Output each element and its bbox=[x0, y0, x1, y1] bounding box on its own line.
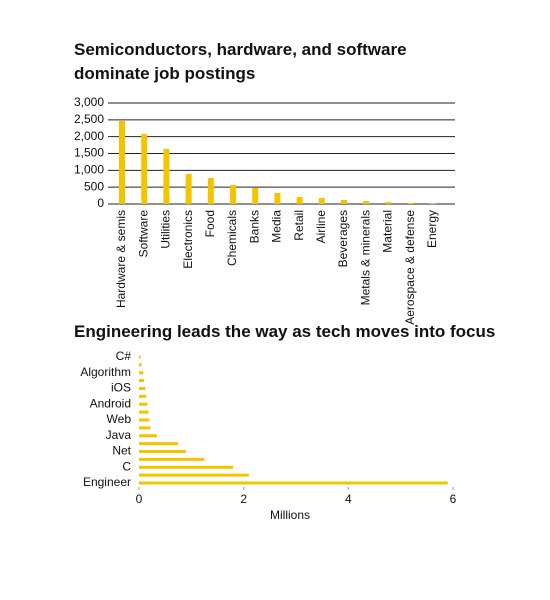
bar bbox=[274, 192, 281, 204]
bar bbox=[139, 363, 142, 367]
x-tick-label: Beverages bbox=[336, 210, 350, 267]
y-tick-label: 1,000 bbox=[74, 163, 104, 177]
x-tick-label: Chemicals bbox=[225, 210, 239, 266]
bar bbox=[139, 379, 145, 383]
bar bbox=[296, 196, 303, 204]
bar bbox=[230, 185, 236, 204]
bar bbox=[207, 178, 214, 204]
x-tick-label: Software bbox=[136, 210, 150, 258]
bar bbox=[139, 371, 144, 375]
bar bbox=[139, 410, 149, 414]
x-tick-label: Retail bbox=[292, 210, 306, 241]
chart-title: Engineering leads the way as tech moves … bbox=[74, 322, 496, 341]
bar bbox=[139, 402, 148, 406]
y-tick-label: Android bbox=[90, 396, 131, 410]
y-tick-label: 2,500 bbox=[74, 112, 104, 126]
x-tick-label: 2 bbox=[240, 492, 247, 506]
x-tick-label: Airline bbox=[314, 210, 328, 244]
bar bbox=[139, 394, 147, 398]
bar bbox=[407, 202, 414, 204]
x-tick-label: Aerospace & defense bbox=[403, 210, 417, 325]
y-tick-label: 1,500 bbox=[74, 146, 104, 160]
y-tick-label: 0 bbox=[97, 196, 104, 210]
bar bbox=[385, 202, 392, 204]
y-tick-label: iOS bbox=[111, 381, 131, 395]
x-tick-label: Hardware & semis bbox=[114, 210, 128, 308]
x-tick-label: Banks bbox=[247, 210, 261, 243]
y-tick-label: Algorithm bbox=[80, 365, 131, 379]
x-tick-label: Food bbox=[203, 210, 217, 237]
bar bbox=[341, 199, 347, 204]
bar bbox=[119, 121, 125, 204]
y-tick-label: Web bbox=[107, 412, 132, 426]
bar bbox=[139, 387, 146, 390]
x-tick-label: Utilities bbox=[159, 210, 173, 249]
y-tick-label: 3,000 bbox=[74, 95, 104, 109]
x-tick-label: 6 bbox=[450, 492, 457, 506]
bar bbox=[141, 133, 148, 204]
x-tick-label: Media bbox=[270, 210, 284, 243]
x-tick-label: Metals & minerals bbox=[358, 210, 372, 305]
x-tick-label: Material bbox=[381, 210, 395, 253]
x-axis-label: Millions bbox=[270, 508, 310, 522]
y-tick-label: C# bbox=[116, 349, 132, 363]
bar bbox=[139, 457, 205, 461]
y-tick-label: C bbox=[122, 459, 131, 473]
x-tick-label: 4 bbox=[345, 492, 352, 506]
bar bbox=[185, 174, 192, 204]
chart-title: Semiconductors, hardware, and software d… bbox=[74, 40, 407, 83]
bar bbox=[139, 481, 448, 485]
y-tick-label: Engineer bbox=[83, 475, 131, 489]
bar bbox=[163, 148, 170, 204]
bar bbox=[139, 426, 151, 430]
x-tick-label: 0 bbox=[136, 492, 143, 506]
bar bbox=[318, 198, 325, 204]
bar bbox=[139, 473, 249, 477]
y-tick-label: Net bbox=[112, 444, 131, 458]
bar bbox=[252, 188, 259, 204]
bar bbox=[139, 442, 179, 446]
bar bbox=[363, 201, 370, 204]
bar bbox=[139, 434, 157, 438]
bar bbox=[139, 450, 187, 453]
y-tick-label: 500 bbox=[84, 179, 104, 193]
bar bbox=[139, 418, 150, 422]
y-tick-label: 2,000 bbox=[74, 129, 104, 143]
x-tick-label: Electronics bbox=[181, 210, 195, 269]
x-tick-label: Energy bbox=[425, 210, 439, 248]
bar bbox=[139, 355, 141, 359]
bar bbox=[139, 465, 234, 469]
y-tick-label: Java bbox=[106, 428, 132, 442]
